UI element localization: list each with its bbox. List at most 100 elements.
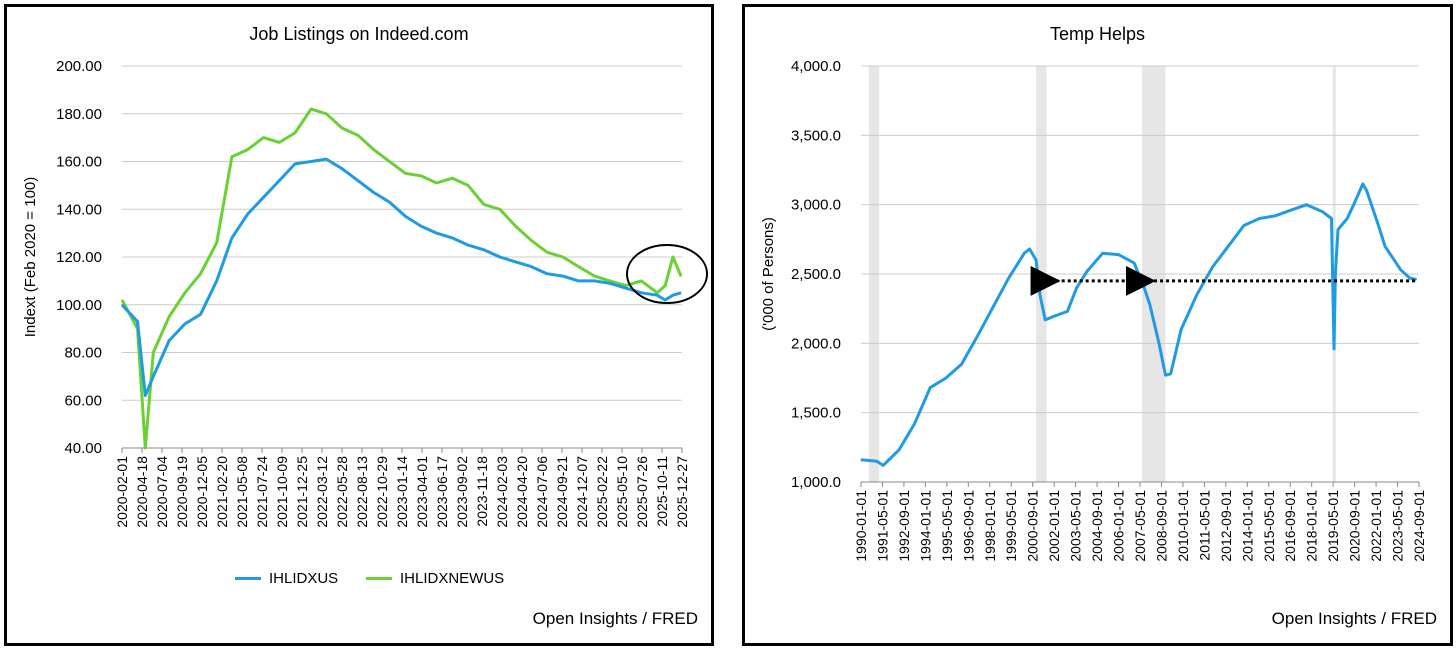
data-point <box>451 177 453 179</box>
data-point <box>262 196 265 198</box>
data-point <box>976 335 978 337</box>
data-point <box>913 423 916 425</box>
legend-label: IHLIDXUS <box>269 570 339 587</box>
x-tick-label: 2024-04-20 <box>514 456 530 528</box>
data-point <box>121 299 123 301</box>
data-point <box>341 168 343 170</box>
x-tick-label: 1991-05-01 <box>874 490 890 562</box>
data-point <box>1321 211 1323 213</box>
data-point <box>420 225 422 227</box>
data-point <box>294 163 296 165</box>
data-point <box>435 232 438 234</box>
data-point <box>1075 287 1078 289</box>
data-point <box>514 261 517 263</box>
data-point <box>1055 315 1057 317</box>
legend-item-ihlidxus: IHLIDXUS <box>235 570 338 587</box>
data-point <box>467 184 469 186</box>
x-tick-label: 2023-04-01 <box>414 456 430 528</box>
data-point <box>451 237 453 239</box>
data-point <box>593 275 596 277</box>
data-point <box>898 449 900 451</box>
x-tick-label: 1994-01-01 <box>917 490 933 562</box>
data-point <box>1117 253 1120 256</box>
y-tick-label: 1,500.0 <box>791 405 841 422</box>
data-point <box>1170 373 1172 375</box>
data-point <box>168 339 170 342</box>
source-credit: Open Insights / FRED <box>1271 609 1437 628</box>
data-point <box>1333 348 1335 350</box>
x-tick-label: 2023-01-14 <box>394 456 410 528</box>
data-point <box>144 394 146 397</box>
data-point <box>1149 303 1151 306</box>
source-credit: Open Insights / FRED <box>532 609 698 628</box>
x-tick-label: 2023-11-18 <box>474 456 490 527</box>
data-point <box>136 320 139 323</box>
data-point <box>184 323 186 325</box>
y-tick-label: 2,000.0 <box>791 335 841 352</box>
data-point <box>577 280 580 282</box>
data-point <box>960 363 963 365</box>
x-tick-label: 2021-10-09 <box>274 456 290 528</box>
series-line-ihlidxnewus <box>120 107 683 450</box>
x-tick-label: 2000-09-01 <box>1025 490 1041 562</box>
x-tick-label: 2022-01-01 <box>1368 490 1384 562</box>
x-tick-label: 2002-01-01 <box>1046 490 1062 562</box>
x-tick-label: 1990-01-01 <box>853 490 869 562</box>
x-tick-label: 2011-05-01 <box>1196 490 1212 561</box>
data-point <box>152 375 154 377</box>
data-point <box>1142 284 1144 286</box>
data-point <box>1158 342 1160 344</box>
data-point <box>562 275 564 277</box>
x-tick-label: 2025-02-22 <box>594 456 610 528</box>
data-point <box>499 256 501 258</box>
data-point <box>593 280 596 282</box>
data-point <box>1384 245 1386 247</box>
x-tick-label: 2020-07-04 <box>154 456 170 528</box>
data-point <box>680 275 682 277</box>
data-point <box>231 237 233 239</box>
y-tick-label: 80.00 <box>64 345 102 362</box>
legend-item-ihlidxnewus: IHLIDXNEWUS <box>366 570 504 587</box>
data-point <box>216 280 218 282</box>
chart-svg-job-listings: 40.00 60.00 80.00 100.00 120.00 140.00 160.00 1… <box>22 58 708 528</box>
data-point <box>577 265 580 268</box>
x-tick-label: 2020-12-05 <box>194 456 210 528</box>
data-point <box>1362 183 1364 185</box>
x-tick-label: 1999-05-01 <box>1003 490 1019 562</box>
data-point <box>483 203 485 206</box>
data-point <box>1409 277 1411 279</box>
data-point <box>325 158 327 160</box>
data-point <box>609 282 611 284</box>
x-tick-label: 1992-09-01 <box>896 490 912 562</box>
x-tick-label: 2021-05-08 <box>234 456 250 528</box>
data-point <box>1023 252 1025 254</box>
data-point <box>373 191 375 194</box>
data-point <box>1346 217 1348 220</box>
x-tick-label: 2020-02-01 <box>114 456 130 528</box>
y-tick-label: 3,000.0 <box>791 197 841 214</box>
data-point <box>1028 248 1031 250</box>
data-point <box>680 292 682 294</box>
data-point <box>640 280 642 282</box>
data-point <box>1334 273 1336 275</box>
y-tick-label: 60.00 <box>64 392 102 409</box>
y-tick-label: 1,000.0 <box>791 474 841 491</box>
data-point <box>1102 252 1104 254</box>
x-tick-label: 2021-02-20 <box>214 456 230 528</box>
x-tick-label: 2025-07-26 <box>634 456 650 528</box>
data-point <box>216 242 218 244</box>
data-point <box>278 141 280 143</box>
data-point <box>929 387 931 389</box>
x-tick-label: 2024-07-06 <box>534 456 550 528</box>
x-tick-label: 2012-09-01 <box>1218 490 1234 562</box>
data-point <box>200 313 202 315</box>
data-point <box>1290 209 1292 211</box>
data-point <box>325 113 327 115</box>
data-point <box>168 316 170 318</box>
data-point <box>625 287 627 289</box>
legend-swatch <box>366 577 392 580</box>
data-point <box>1330 217 1333 220</box>
y-tick-label: 120.00 <box>56 249 102 266</box>
series-line-temp-helps <box>860 182 1417 467</box>
data-point <box>1243 224 1245 227</box>
